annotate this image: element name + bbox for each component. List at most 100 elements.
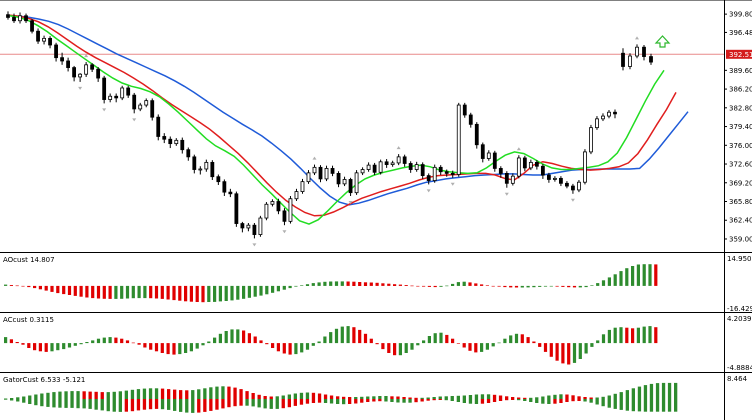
ac-indicator-panel[interactable]: ACcust 0.3115 4.2039 -4.8884 — [3, 315, 752, 372]
ac-bar — [73, 343, 77, 346]
ao-bar — [15, 285, 19, 287]
gator-upper-bar — [167, 389, 171, 399]
gator-upper-bar — [438, 396, 442, 399]
gator-lower-bar — [595, 399, 599, 405]
bear-candle — [534, 161, 539, 167]
gator-upper-bar — [100, 392, 104, 399]
candlestick-series — [6, 11, 653, 239]
ac-bar — [253, 336, 257, 344]
gator-upper-bar — [577, 396, 581, 399]
ac-bar — [636, 327, 640, 344]
ao-indicator-panel[interactable]: AOcust 14.807 14.950 -16.429 — [3, 255, 752, 313]
ac-bar — [439, 332, 443, 344]
gator-lower-bar — [480, 399, 485, 404]
ao-bar — [178, 285, 182, 301]
ao-bar — [433, 285, 437, 288]
gator-upper-bar — [486, 394, 491, 399]
ac-bar — [265, 343, 269, 345]
ao-bar — [154, 285, 159, 299]
gator-lower-bar — [323, 399, 328, 403]
bull-candle — [288, 198, 293, 222]
bear-candle — [66, 60, 70, 68]
fractal-down-icon — [102, 108, 107, 112]
ao-bar — [85, 285, 89, 298]
ac-bar — [631, 328, 635, 344]
bull-candle — [108, 95, 113, 100]
ac-bar — [601, 334, 606, 344]
bear-candle — [565, 182, 569, 187]
bear-candle — [492, 152, 497, 169]
bear-candle — [613, 111, 617, 115]
bull-candle — [486, 152, 491, 159]
ao-bar — [271, 285, 275, 293]
gator-upper-bar — [317, 393, 322, 399]
ac-bar — [323, 336, 327, 344]
gator-lower-bar — [583, 399, 587, 402]
bull-candle — [414, 164, 419, 170]
ao-bar — [96, 285, 101, 299]
bear-candle — [474, 123, 479, 146]
ac-bar — [154, 343, 159, 352]
gator-lower-bar — [674, 399, 678, 412]
gator-upper-bar — [251, 393, 255, 399]
gator-lower-bar — [649, 399, 654, 412]
gator-upper-bar — [643, 385, 648, 399]
fractal-down-icon — [348, 200, 353, 204]
ao-bar — [195, 285, 199, 302]
gator-histogram — [4, 382, 678, 413]
gator-upper-bar — [16, 397, 20, 399]
bull-candle — [270, 201, 275, 205]
ac-bar — [27, 343, 31, 348]
gator-lower-bar — [136, 399, 141, 411]
ac-bar — [468, 343, 472, 351]
gator-upper-bar — [547, 395, 551, 399]
gator-lower-bar — [221, 399, 225, 409]
gator-lower-bar — [541, 399, 545, 404]
fractal-down-icon — [132, 118, 137, 122]
gator-upper-bar — [565, 394, 569, 399]
gator-lower-bar — [4, 399, 8, 400]
ac-bar — [21, 343, 25, 345]
bear-candle — [216, 176, 221, 183]
ac-bar — [433, 333, 437, 344]
ac-bar — [236, 329, 240, 344]
gator-upper-bar — [384, 396, 388, 399]
gator-lower-bar — [293, 399, 297, 406]
bull-candle — [324, 168, 329, 180]
gator-lower-bar — [486, 399, 491, 403]
ac-bar — [294, 343, 298, 355]
gator-lower-bar — [40, 399, 44, 407]
ao-bar — [480, 284, 484, 286]
ac-bar — [358, 329, 362, 344]
gator-upper-bar — [305, 392, 310, 399]
ao-bar — [358, 282, 362, 286]
gator-upper-bar — [523, 397, 527, 399]
gator-upper-bar — [329, 395, 334, 399]
ac-bar — [363, 333, 368, 344]
bull-candle — [306, 172, 311, 183]
gator-upper-bar — [112, 391, 116, 399]
fractal-markers — [78, 36, 639, 247]
gator-lower-bar — [257, 399, 261, 408]
gator-lower-bar — [619, 399, 623, 410]
gator-indicator-panel[interactable]: GatorCust 6.533 -5.121 8.464 — [3, 375, 748, 413]
bear-candle — [426, 175, 431, 181]
gator-upper-bar — [46, 392, 50, 399]
bull-candle — [589, 127, 593, 153]
fractal-up-icon — [84, 54, 89, 58]
ao-bar — [561, 285, 565, 287]
ac-bar — [224, 331, 228, 344]
gator-upper-bar — [607, 395, 611, 399]
price-tick-label: 362.40 — [729, 217, 752, 225]
gator-upper-bar — [595, 397, 599, 399]
ac-bar — [85, 342, 89, 344]
bear-candle — [114, 95, 119, 99]
bear-candle — [330, 168, 335, 174]
ac-bar — [67, 343, 72, 348]
ac-bar — [613, 327, 617, 344]
bull-candle — [628, 55, 632, 67]
ao-bar — [485, 285, 489, 286]
